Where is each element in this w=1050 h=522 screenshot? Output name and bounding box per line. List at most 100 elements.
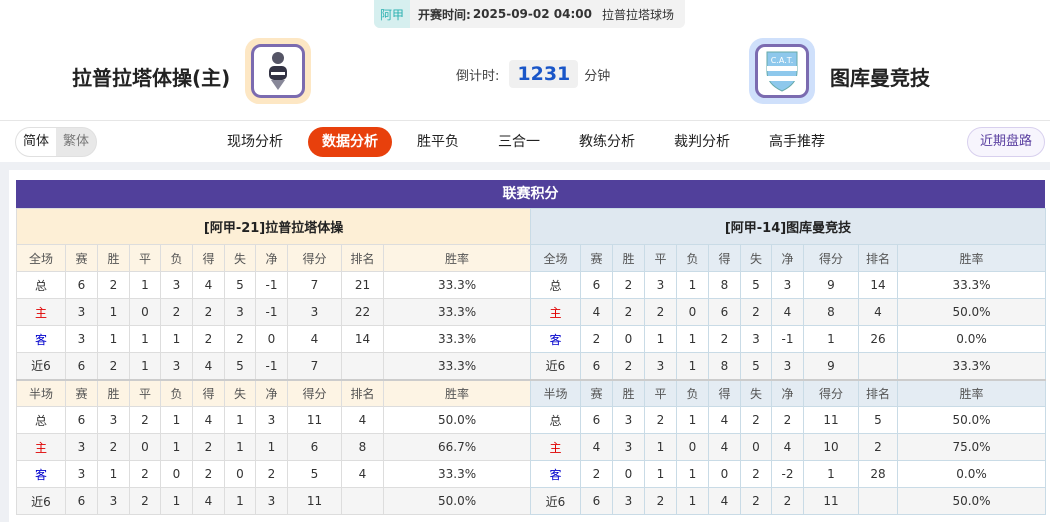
away-team-name[interactable]: 图库曼竞技 bbox=[830, 66, 930, 90]
recent-trend-button[interactable]: 近期盘路 bbox=[966, 127, 1045, 157]
table-cell: 11 bbox=[287, 487, 342, 515]
table-cell: -1 bbox=[255, 271, 288, 299]
away-team-logo[interactable]: C.A.T. bbox=[749, 38, 815, 104]
row-label: 近6 bbox=[16, 487, 66, 515]
tab-3[interactable]: 三合一 bbox=[498, 134, 540, 150]
table-cell: 2 bbox=[580, 460, 613, 488]
table-cell: 11 bbox=[803, 406, 859, 434]
table-cell: 2 bbox=[192, 325, 225, 353]
lang-simplified[interactable]: 简体 bbox=[16, 128, 57, 156]
table-cell: 1 bbox=[160, 406, 193, 434]
column-header: 平 bbox=[129, 378, 161, 407]
table-cell: 3 bbox=[224, 298, 256, 326]
table-cell: 11 bbox=[803, 487, 859, 515]
table-cell bbox=[858, 352, 898, 380]
table-cell: 0 bbox=[255, 325, 288, 353]
table-cell: 2 bbox=[192, 433, 225, 461]
column-header: 得分 bbox=[287, 378, 342, 407]
row-label: 主 bbox=[16, 433, 66, 461]
table-cell: 33.3% bbox=[382, 460, 532, 488]
standings-title: 联赛积分 bbox=[16, 180, 1045, 209]
table-cell: 3 bbox=[644, 271, 677, 299]
match-info-bar: 阿甲 开赛时间: 2025-09-02 04:00 拉普拉塔球场 bbox=[374, 0, 685, 28]
table-row: 主 4 3 1 0 4 0 4 10 2 75.0% bbox=[530, 433, 1047, 461]
table-cell: 3 bbox=[255, 487, 288, 515]
home-team-name[interactable]: 拉普拉塔体操(主) bbox=[72, 66, 231, 90]
table-cell: 1 bbox=[97, 298, 130, 326]
column-header: 胜 bbox=[97, 244, 130, 272]
table-cell: 33.3% bbox=[382, 352, 532, 380]
table-cell: 4 bbox=[192, 352, 225, 380]
column-header: 负 bbox=[676, 378, 709, 407]
table-cell: 2 bbox=[97, 433, 130, 461]
table-cell: 0 bbox=[224, 460, 256, 488]
table-cell: -1 bbox=[771, 325, 804, 353]
table-cell: 0 bbox=[612, 460, 645, 488]
table-cell: -1 bbox=[255, 298, 288, 326]
away-team-header: [阿甲-14]图库曼竞技 bbox=[529, 208, 1047, 245]
table-cell: 2 bbox=[740, 406, 772, 434]
table-cell: 33.3% bbox=[382, 271, 532, 299]
table-cell: 4 bbox=[580, 433, 613, 461]
tab-1[interactable]: 数据分析 bbox=[308, 127, 392, 157]
table-cell: -1 bbox=[255, 352, 288, 380]
table-cell: 50.0% bbox=[896, 298, 1047, 326]
table-cell bbox=[341, 352, 384, 380]
home-half-header-row: 半场赛胜平负得失净得分 排名 胜率 bbox=[16, 378, 532, 407]
column-header: 胜 bbox=[612, 378, 645, 407]
tab-6[interactable]: 高手推荐 bbox=[769, 134, 825, 150]
table-cell: 2 bbox=[612, 352, 645, 380]
column-header: 平 bbox=[644, 244, 677, 272]
table-cell: 4 bbox=[771, 298, 804, 326]
table-cell: 5 bbox=[224, 271, 256, 299]
table-cell: 6 bbox=[65, 352, 98, 380]
tab-0[interactable]: 现场分析 bbox=[227, 134, 283, 150]
table-cell: 2 bbox=[580, 325, 613, 353]
table-cell: 1 bbox=[224, 433, 256, 461]
table-cell: 75.0% bbox=[896, 433, 1047, 461]
table-cell: 6 bbox=[580, 271, 613, 299]
column-header: 全场 bbox=[530, 244, 581, 272]
column-header: 净 bbox=[255, 244, 288, 272]
column-header: 平 bbox=[644, 378, 677, 407]
countdown-value: 1231 bbox=[509, 60, 579, 88]
tab-5[interactable]: 裁判分析 bbox=[674, 134, 730, 150]
table-cell: 2 bbox=[740, 487, 772, 515]
table-cell: 1 bbox=[803, 460, 859, 488]
row-label: 客 bbox=[16, 325, 66, 353]
tab-4[interactable]: 教练分析 bbox=[579, 134, 635, 150]
tab-2[interactable]: 胜平负 bbox=[417, 134, 459, 150]
row-label: 总 bbox=[530, 406, 581, 434]
table-cell: 14 bbox=[858, 271, 898, 299]
table-row: 总 6 3 2 1 4 2 2 11 5 50.0% bbox=[530, 406, 1047, 434]
table-cell: 2 bbox=[740, 460, 772, 488]
table-cell: 4 bbox=[192, 406, 225, 434]
table-row: 近6 6 2 3 1 8 5 3 9 33.3% bbox=[530, 352, 1047, 380]
table-cell: 5 bbox=[287, 460, 342, 488]
table-cell: 0 bbox=[160, 460, 193, 488]
table-cell: 4 bbox=[192, 271, 225, 299]
countdown: 倒计时: 1231 分钟 bbox=[456, 60, 610, 88]
table-cell: 6 bbox=[65, 487, 98, 515]
table-cell: 0.0% bbox=[896, 460, 1047, 488]
table-cell: 3 bbox=[771, 271, 804, 299]
table-cell: 2 bbox=[612, 271, 645, 299]
table-cell: 6 bbox=[65, 406, 98, 434]
table-cell: 50.0% bbox=[896, 487, 1047, 515]
column-header: 全场 bbox=[16, 244, 66, 272]
row-label: 总 bbox=[16, 271, 66, 299]
lang-traditional[interactable]: 繁体 bbox=[63, 134, 90, 149]
table-cell: 1 bbox=[160, 325, 193, 353]
table-cell: 0 bbox=[708, 460, 741, 488]
home-team-logo[interactable] bbox=[245, 38, 311, 104]
table-cell: 3 bbox=[740, 325, 772, 353]
table-row: 主 3 1 0 2 2 3 -1 3 22 33.3% bbox=[16, 298, 532, 326]
table-cell: 1 bbox=[129, 352, 161, 380]
table-cell: 1 bbox=[676, 325, 709, 353]
column-header: 胜率 bbox=[896, 378, 1047, 407]
row-label: 主 bbox=[530, 298, 581, 326]
table-cell: 0 bbox=[612, 325, 645, 353]
table-cell: 0 bbox=[740, 433, 772, 461]
table-cell: 2 bbox=[224, 325, 256, 353]
league-label[interactable]: 阿甲 bbox=[374, 0, 411, 28]
